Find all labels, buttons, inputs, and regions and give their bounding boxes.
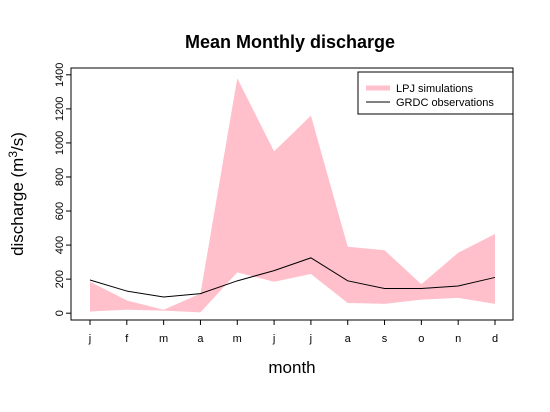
y-tick-label: 800: [54, 168, 66, 186]
x-axis-label: month: [268, 358, 315, 377]
legend-box: [357, 71, 514, 115]
y-tick-label: 1000: [54, 131, 66, 155]
legend-label-lpj: LPJ simulations: [396, 83, 474, 95]
x-tick-label: m: [159, 333, 168, 345]
x-tick-label: j: [272, 333, 275, 345]
grdc-observation-line: [89, 257, 496, 298]
y-tick-label: 400: [54, 236, 66, 254]
y-tick-label: 600: [54, 202, 66, 220]
x-tick-label: a: [345, 333, 352, 345]
y-label-superscript: 3: [6, 151, 20, 158]
y-label-main: discharge (m: [8, 158, 27, 256]
y-tick-label: 1400: [54, 63, 66, 87]
x-tick-label: j: [88, 333, 91, 345]
x-tick-label: a: [197, 333, 204, 345]
x-tick-label: j: [309, 333, 312, 345]
chart-title: Mean Monthly discharge: [185, 32, 395, 52]
x-tick-label: o: [418, 333, 424, 345]
y-axis-label: discharge (m3/s): [6, 132, 27, 256]
x-tick-label: s: [382, 333, 388, 345]
y-tick-label: 0: [54, 310, 66, 316]
x-tick-label: f: [125, 333, 129, 345]
x-tick-label: d: [492, 333, 498, 345]
legend-label-grdc: GRDC observations: [396, 97, 494, 109]
y-tick-label: 200: [54, 270, 66, 288]
line-layer: [89, 257, 496, 298]
band-layer: [90, 78, 495, 313]
y-axis: 0 200 400 600 800 1000 1200 1400: [54, 63, 71, 316]
x-tick-label: n: [455, 333, 461, 345]
plot-frame: [70, 67, 514, 321]
legend: LPJ simulations GRDC observations: [357, 71, 514, 115]
lpj-simulation-band: [90, 78, 495, 313]
y-tick-label: 1200: [54, 97, 66, 121]
x-tick-label: m: [233, 333, 242, 345]
y-label-end: /s): [8, 132, 27, 151]
